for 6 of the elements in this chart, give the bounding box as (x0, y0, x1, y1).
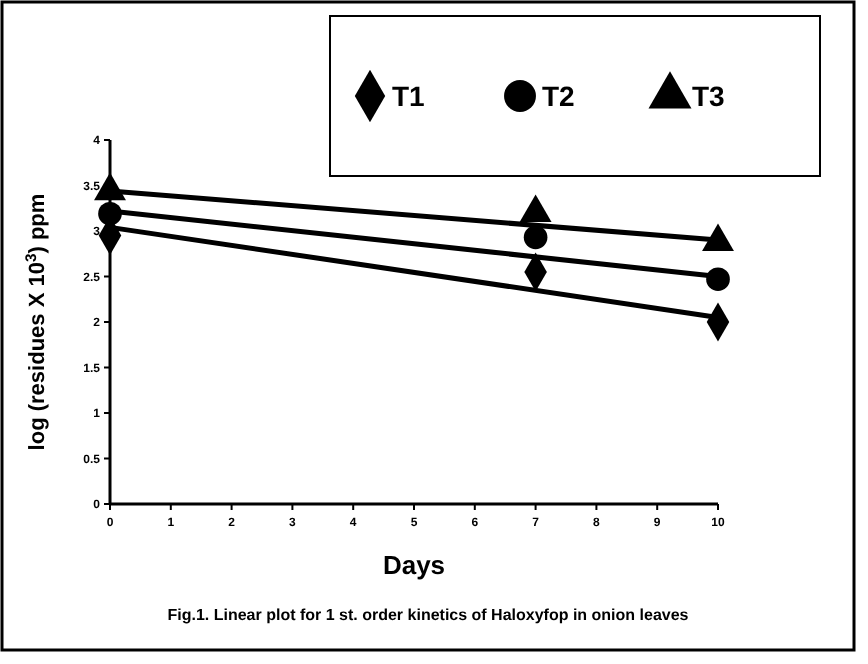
legend-label: T3 (692, 79, 726, 112)
legend-label: T2 (542, 79, 576, 112)
x-axis-title: Days (382, 550, 446, 580)
caption: Fig.1. Linear plot for 1 st. order kinetics of Haloxyfop in onion leaves (167, 606, 690, 624)
legend-label: T1 (392, 79, 426, 112)
point (523, 225, 548, 250)
